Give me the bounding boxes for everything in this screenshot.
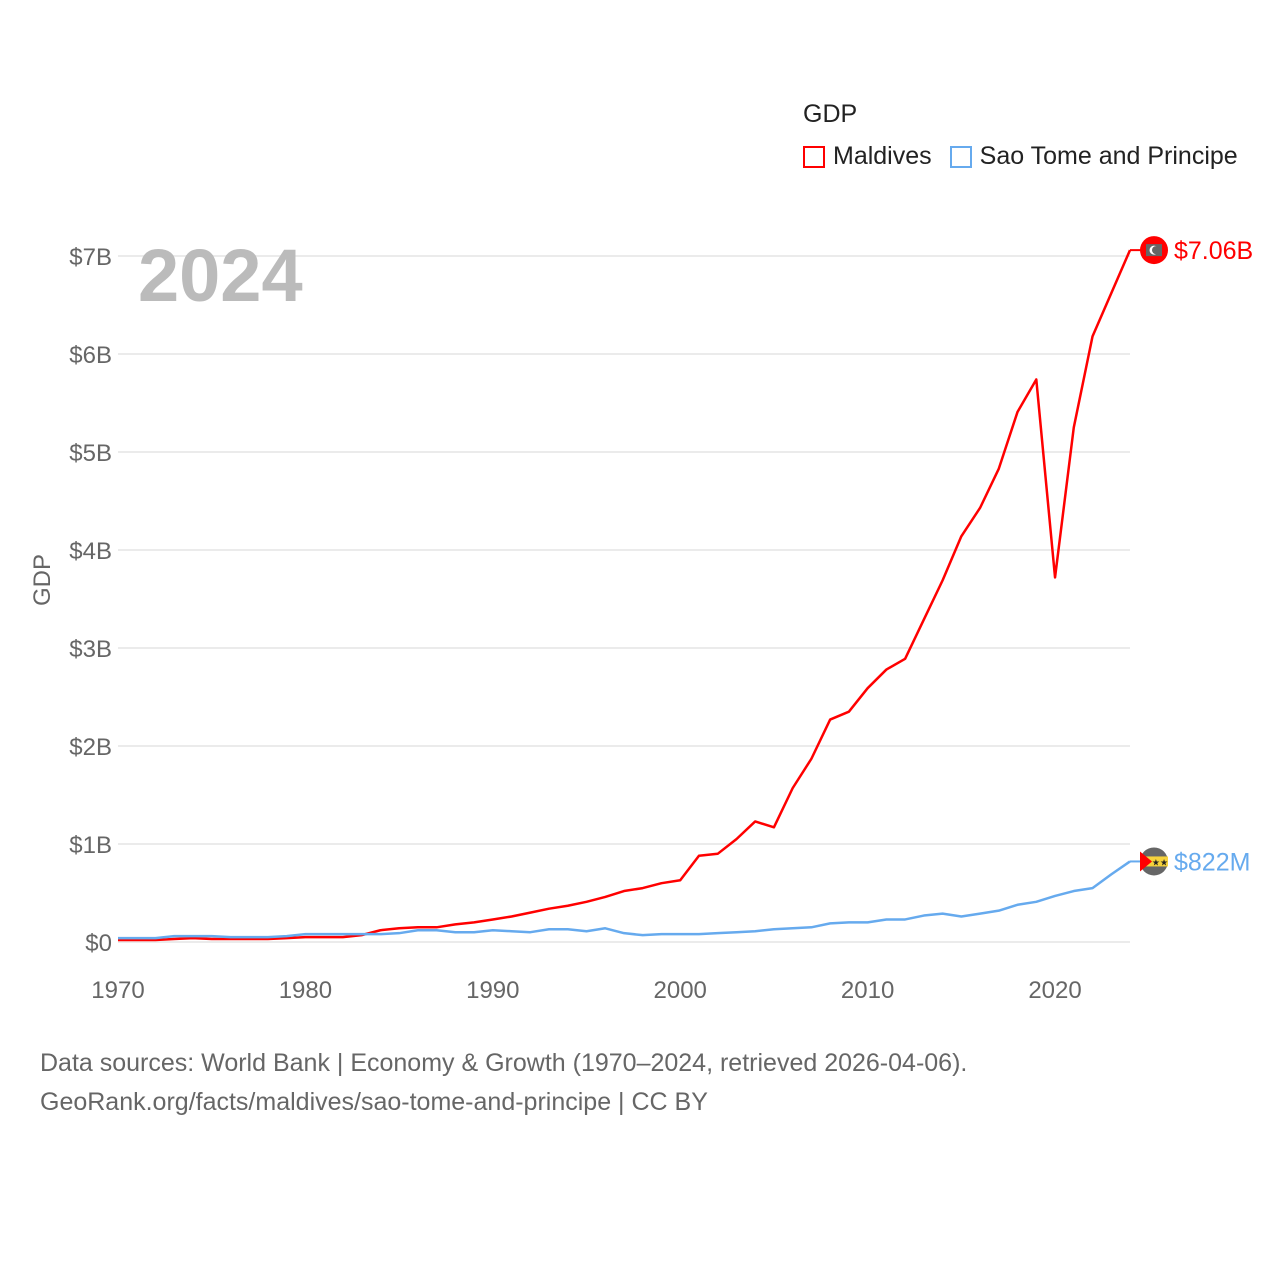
footer: Data sources: World Bank | Economy & Gro… xyxy=(40,1044,967,1122)
y-tick-label: $2B xyxy=(69,734,112,761)
legend: Maldives Sao Tome and Principe xyxy=(803,142,1256,171)
flag-stars: ★★ xyxy=(1152,857,1168,867)
year-label: 2024 xyxy=(138,234,303,317)
y-tick-label: $6B xyxy=(69,342,112,369)
flag-triangle xyxy=(1140,851,1152,872)
y-tick-label: $3B xyxy=(69,636,112,663)
legend-item-sao-tome[interactable]: Sao Tome and Principe xyxy=(949,142,1238,171)
legend-swatch-sao-tome xyxy=(949,145,972,168)
series-line-sao-tome xyxy=(118,860,1131,940)
attribution-link[interactable]: GeoRank.org/facts/maldives/sao-tome-and-… xyxy=(40,1088,708,1116)
end-value-label: $7.06B xyxy=(1174,237,1253,265)
x-tick-label: 1980 xyxy=(279,977,332,1004)
x-tick-label: 1990 xyxy=(466,977,519,1004)
series-line-maldives xyxy=(118,249,1132,942)
legend-swatch-maldives xyxy=(803,145,825,168)
y-axis-label: GDP xyxy=(29,554,56,606)
y-tick-label: $5B xyxy=(69,440,112,467)
source-text: Data sources: World Bank | Economy & Gro… xyxy=(40,1049,968,1077)
x-tick-label: 2020 xyxy=(1028,977,1081,1004)
x-tick-label: 2000 xyxy=(654,977,707,1004)
end-value-label: $822M xyxy=(1174,848,1250,876)
legend-title: GDP xyxy=(803,100,858,128)
x-tick-label: 1970 xyxy=(91,977,144,1004)
legend-item-maldives[interactable]: Maldives xyxy=(803,142,932,171)
crescent-cut xyxy=(1152,246,1160,255)
legend-label: Sao Tome and Principe xyxy=(979,142,1238,170)
y-tick-label: $0 xyxy=(85,930,112,957)
y-tick-label: $4B xyxy=(69,538,112,565)
x-tick-label: 2010 xyxy=(841,977,894,1004)
legend-label: Maldives xyxy=(833,142,932,170)
y-tick-label: $7B xyxy=(69,244,112,271)
flag-stripe xyxy=(1140,856,1168,867)
y-tick-label: $1B xyxy=(69,832,112,859)
